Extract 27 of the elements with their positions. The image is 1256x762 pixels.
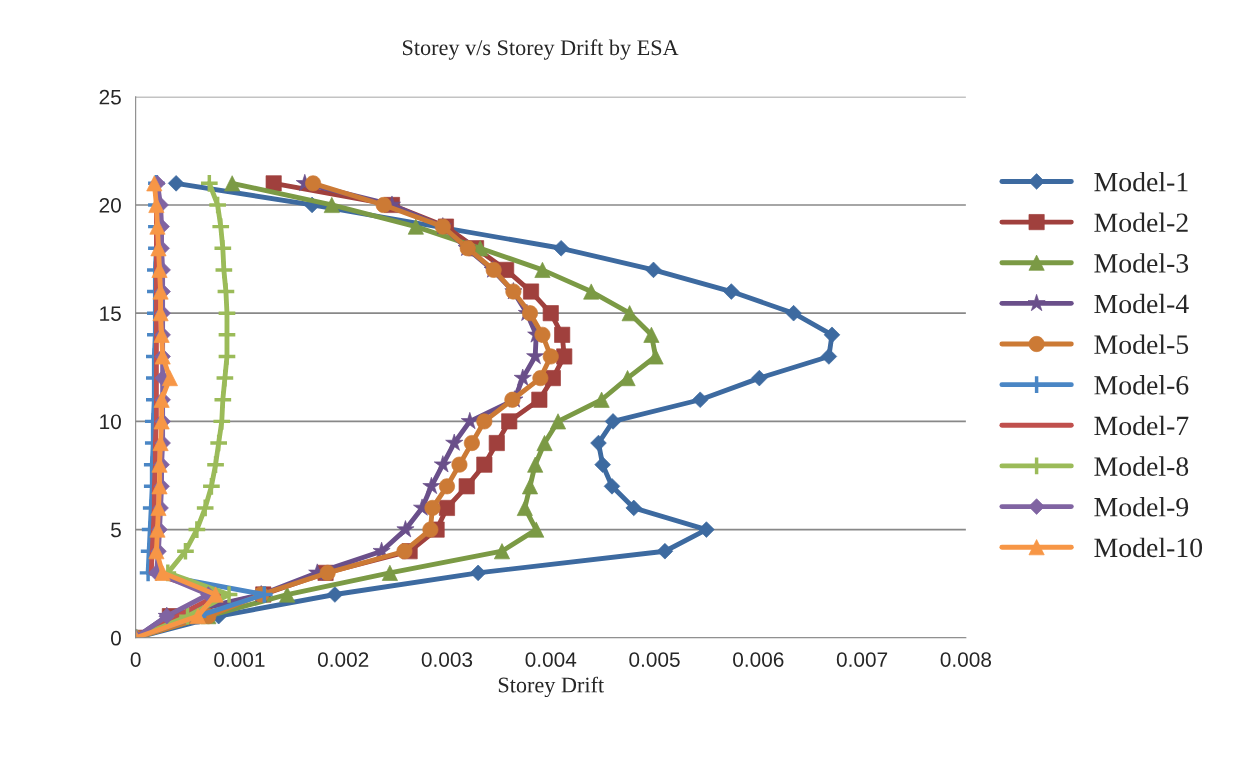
legend-label: Model-4 — [1094, 293, 1189, 314]
x-tick-label: 0.002 — [317, 652, 369, 667]
legend-label: Model-10 — [1094, 537, 1203, 558]
x-tick-label: 0.001 — [214, 652, 265, 667]
y-tick-label: 5 — [111, 522, 121, 538]
y-tick-label: 0 — [110, 630, 121, 646]
y-tick-label: 15 — [100, 306, 121, 321]
legend-label: Model-7 — [1094, 415, 1189, 436]
legend-label: Model-6 — [1094, 375, 1189, 395]
x-tick-label: 0.008 — [940, 652, 992, 667]
y-tick-label: 10 — [100, 414, 121, 430]
legend-label: Model-5 — [1094, 334, 1189, 354]
x-tick-label: 0.005 — [629, 652, 680, 667]
x-tick-label: 0.004 — [525, 652, 577, 667]
y-tick-label: 20 — [99, 197, 121, 213]
legend-label: Model-1 — [1094, 171, 1188, 192]
legend-label: Model-9 — [1094, 497, 1189, 517]
chart-title: Storey v/s Storey Drift by ESA — [402, 39, 679, 60]
x-tick-label: 0.003 — [421, 652, 473, 667]
legend-label: Model-2 — [1094, 212, 1188, 233]
legend-label: Model-8 — [1094, 456, 1189, 476]
x-axis-title: Storey Drift — [498, 676, 605, 698]
x-tick-label: 0.006 — [733, 652, 784, 667]
y-tick-label: 25 — [99, 89, 121, 105]
x-tick-label: 0.007 — [836, 652, 888, 667]
x-tick-label: 0 — [130, 652, 141, 667]
legend-label: Model-3 — [1094, 253, 1189, 273]
